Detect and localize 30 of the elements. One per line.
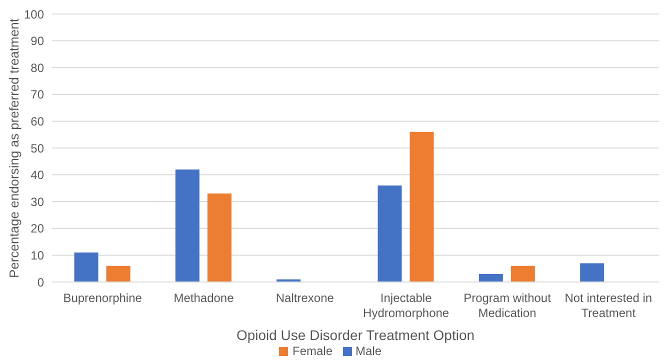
- y-tick-label: 70: [30, 88, 44, 102]
- y-tick-label: 80: [30, 60, 44, 75]
- legend-label: Female: [292, 344, 332, 358]
- x-tick-label: Methadone: [174, 291, 234, 305]
- bar: [175, 169, 200, 282]
- y-tick-label: 90: [30, 34, 44, 48]
- bar: [478, 274, 503, 282]
- y-tick-label: 0: [37, 275, 44, 290]
- legend-label: Male: [356, 344, 382, 358]
- bar: [378, 186, 402, 282]
- bar: [74, 252, 98, 282]
- x-tick-label: Program without Medication: [464, 291, 552, 320]
- x-tick-label: Buprenorphine: [63, 291, 142, 305]
- y-tick-label: 10: [30, 248, 44, 262]
- y-tick-label: 30: [30, 194, 44, 209]
- y-tick-label: 60: [30, 114, 44, 128]
- y-tick-label: 50: [30, 141, 44, 156]
- x-axis-title: Opioid Use Disorder Treatment Option: [236, 327, 475, 343]
- x-tick-label: Injectable Hydromorphone: [363, 291, 450, 320]
- y-tick-label: 20: [30, 222, 44, 236]
- y-tick-label: 40: [30, 168, 44, 182]
- x-tick-label: Naltrexone: [276, 291, 334, 305]
- y-axis-title: Percentage endorsing as preferred treatment: [6, 18, 22, 278]
- bar: [207, 194, 232, 282]
- x-tick-label: Not interested in Treatment: [564, 291, 652, 320]
- bar: [580, 263, 604, 282]
- bar: [106, 266, 130, 282]
- bar: [410, 132, 434, 282]
- bar: [510, 266, 535, 282]
- y-tick-label: 100: [24, 7, 44, 22]
